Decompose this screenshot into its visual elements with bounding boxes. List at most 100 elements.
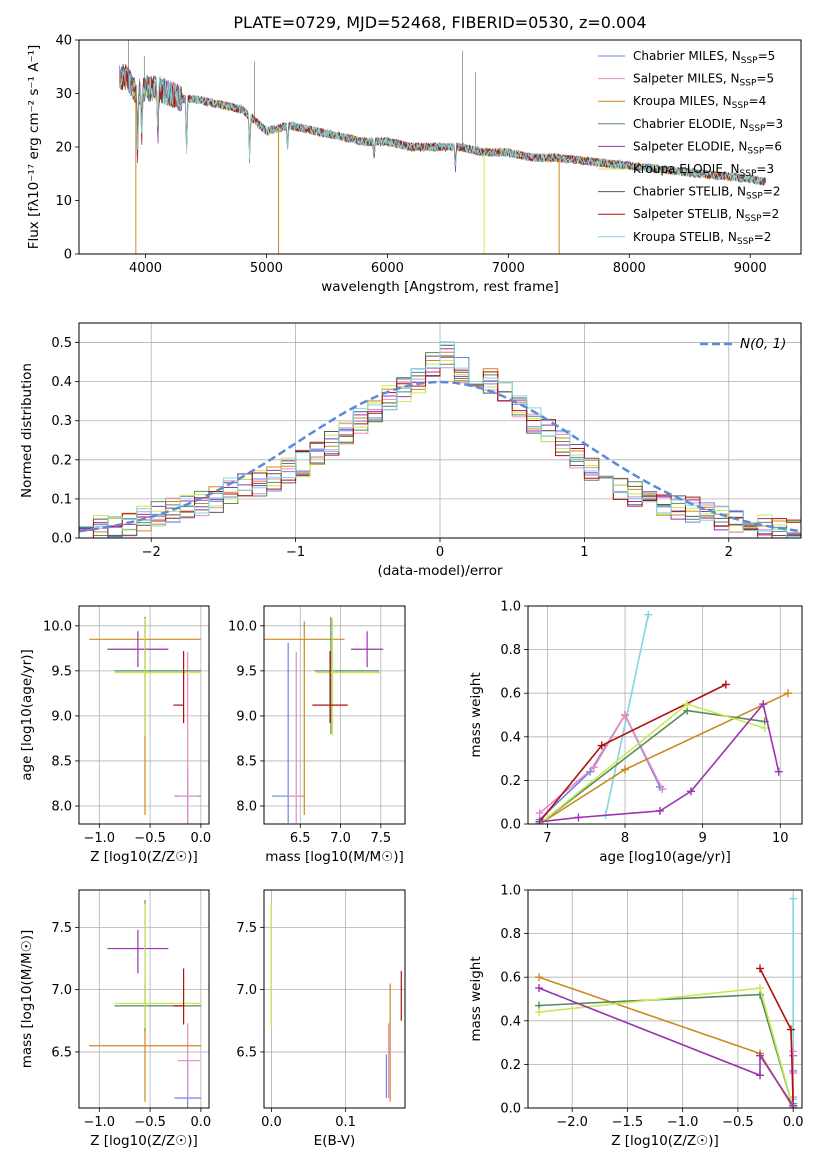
x-tick-label: 1 xyxy=(580,545,588,560)
y-tick-label: 8.5 xyxy=(51,754,72,769)
x-tick-label: 6000 xyxy=(371,261,404,276)
mass_vs_ebv-plot-area xyxy=(270,902,402,1102)
legend-label: Chabrier MILES, NSSP=5 xyxy=(633,49,775,66)
x-tick-label: −2 xyxy=(142,545,161,560)
x-axis-label: (data-model)/error xyxy=(377,563,503,579)
weight-point-marker xyxy=(621,711,630,719)
x-tick-label: 10 xyxy=(772,831,789,846)
weight_vs_z-frame xyxy=(527,889,803,1109)
y-tick-label: 0.0 xyxy=(500,818,521,833)
weight-point-marker xyxy=(759,700,768,709)
y-tick-label: 7.5 xyxy=(236,921,257,936)
y-tick-label: 8.0 xyxy=(51,799,72,814)
y-tick-label: 0.6 xyxy=(500,687,521,702)
x-tick-label: −1.5 xyxy=(612,1115,644,1130)
y-tick-label: 9.5 xyxy=(51,664,72,679)
weight-point-marker xyxy=(597,741,606,750)
y-axis-label: mass [log10(M/M☉)] xyxy=(19,930,35,1069)
weight-point-marker xyxy=(589,763,598,772)
y-axis-label: Flux [fλ10⁻¹⁷ erg cm⁻² s⁻¹ A⁻¹] xyxy=(26,45,42,250)
x-tick-label: 7000 xyxy=(492,261,525,276)
spectrum-plot-area xyxy=(118,40,767,254)
weight-point-marker xyxy=(621,765,630,774)
weight-point-marker xyxy=(535,809,544,818)
gaussian-legend-label: N(0, 1) xyxy=(740,336,786,352)
y-tick-label: 10.0 xyxy=(228,619,257,634)
x-tick-label: 5000 xyxy=(250,261,283,276)
weight-series-line xyxy=(539,692,789,824)
weight-series-line xyxy=(538,987,794,1108)
x-tick-label: 2 xyxy=(725,545,733,560)
weight-point-marker xyxy=(535,984,544,993)
y-tick-label: 40 xyxy=(55,34,72,49)
y-axis-label: Normed distribution xyxy=(19,363,35,498)
y-tick-label: 0.1 xyxy=(51,492,72,507)
x-tick-label: −1.0 xyxy=(84,1115,116,1130)
x-tick-label: −1.0 xyxy=(84,831,116,846)
weight-point-marker xyxy=(658,785,667,794)
y-tick-label: 0.4 xyxy=(500,1014,521,1029)
weight-point-marker xyxy=(789,1101,798,1108)
weight-point-marker xyxy=(683,700,692,709)
y-tick-label: 0.0 xyxy=(51,532,72,547)
y-tick-label: 7.0 xyxy=(51,983,72,998)
figure-title: PLATE=0729, MJD=52468, FIBERID=0530, z=0… xyxy=(233,13,646,32)
age_vs_mass-plot-area xyxy=(264,616,384,824)
x-axis-label: age [log10(age/yr)] xyxy=(599,849,731,865)
x-axis-label: mass [log10(M/M☉)] xyxy=(265,849,404,865)
weight-point-marker xyxy=(574,813,583,822)
x-tick-label: 0.0 xyxy=(191,831,212,846)
mass_vs_ebv-panel: 0.0 0.1 6.5 7.0 7.5 E(B-V) xyxy=(236,889,406,1149)
x-axis-label: E(B-V) xyxy=(314,1133,356,1149)
y-tick-label: 9.0 xyxy=(236,709,257,724)
y-tick-label: 10.0 xyxy=(43,619,72,634)
y-tick-label: 8.0 xyxy=(236,799,257,814)
legend-label: Salpeter ELODIE, NSSP=6 xyxy=(633,139,782,156)
y-tick-label: 9.0 xyxy=(51,709,72,724)
x-tick-label: 0 xyxy=(436,545,444,560)
legend-label: Kroupa ELODIE, NSSP=3 xyxy=(633,162,774,179)
mass_vs_z-frame xyxy=(78,889,210,1109)
weight-point-marker xyxy=(756,1051,765,1060)
weight-point-marker xyxy=(789,1047,798,1056)
weight-point-marker xyxy=(789,894,798,903)
mass_vs_ebv-grid xyxy=(264,890,405,1108)
y-tick-label: 10 xyxy=(55,194,72,209)
age_vs_mass-panel: 6.5 7.0 7.5 8.0 8.5 9.0 9.5 10.0 mass [log10(M/M… xyxy=(228,605,406,865)
y-tick-label: 8.5 xyxy=(236,754,257,769)
x-tick-label: 0.1 xyxy=(335,1115,356,1130)
spectrum-frame xyxy=(78,39,802,255)
y-tick-label: 20 xyxy=(55,141,72,156)
y-tick-label: 0.2 xyxy=(500,1058,521,1073)
weight-point-marker xyxy=(774,767,783,776)
x-tick-label: 8000 xyxy=(613,261,646,276)
legend-label: Salpeter MILES, NSSP=5 xyxy=(633,72,774,89)
residuals-plot-area xyxy=(79,341,801,538)
weight-point-marker xyxy=(687,787,696,796)
x-tick-label: −0.5 xyxy=(134,1115,166,1130)
weight-point-marker xyxy=(789,1069,798,1078)
y-axis-label: age [log10(age/yr)] xyxy=(19,649,35,781)
x-axis-label: Z [log10(Z/Z☉)] xyxy=(90,1133,198,1149)
gaussian-curve xyxy=(79,380,801,533)
weight-point-marker xyxy=(756,984,765,993)
y-tick-label: 0.2 xyxy=(51,453,72,468)
x-tick-label: 4000 xyxy=(129,261,162,276)
legend-label: Chabrier STELIB, NSSP=2 xyxy=(633,185,781,202)
y-tick-label: 0.4 xyxy=(51,375,72,390)
mass_vs_z-grid xyxy=(79,890,209,1108)
x-tick-label: 9000 xyxy=(734,261,767,276)
weight_vs_age-panel: 7 8 9 10 0.0 0.2 0.4 0.6 0.8 1.0 age [log10(age/yr… xyxy=(468,600,803,865)
weight-point-marker xyxy=(644,610,653,619)
y-tick-label: 0.6 xyxy=(500,971,521,986)
weight-point-marker xyxy=(784,689,793,698)
weight-series-line xyxy=(539,713,661,821)
legend-label: Chabrier ELODIE, NSSP=3 xyxy=(633,117,783,134)
y-tick-label: 0.2 xyxy=(500,774,521,789)
weight-point-marker xyxy=(655,806,664,815)
weight-point-marker xyxy=(721,680,730,689)
y-tick-label: 9.5 xyxy=(236,664,257,679)
x-tick-label: −0.5 xyxy=(134,831,166,846)
age_vs_mass-frame xyxy=(263,605,406,825)
